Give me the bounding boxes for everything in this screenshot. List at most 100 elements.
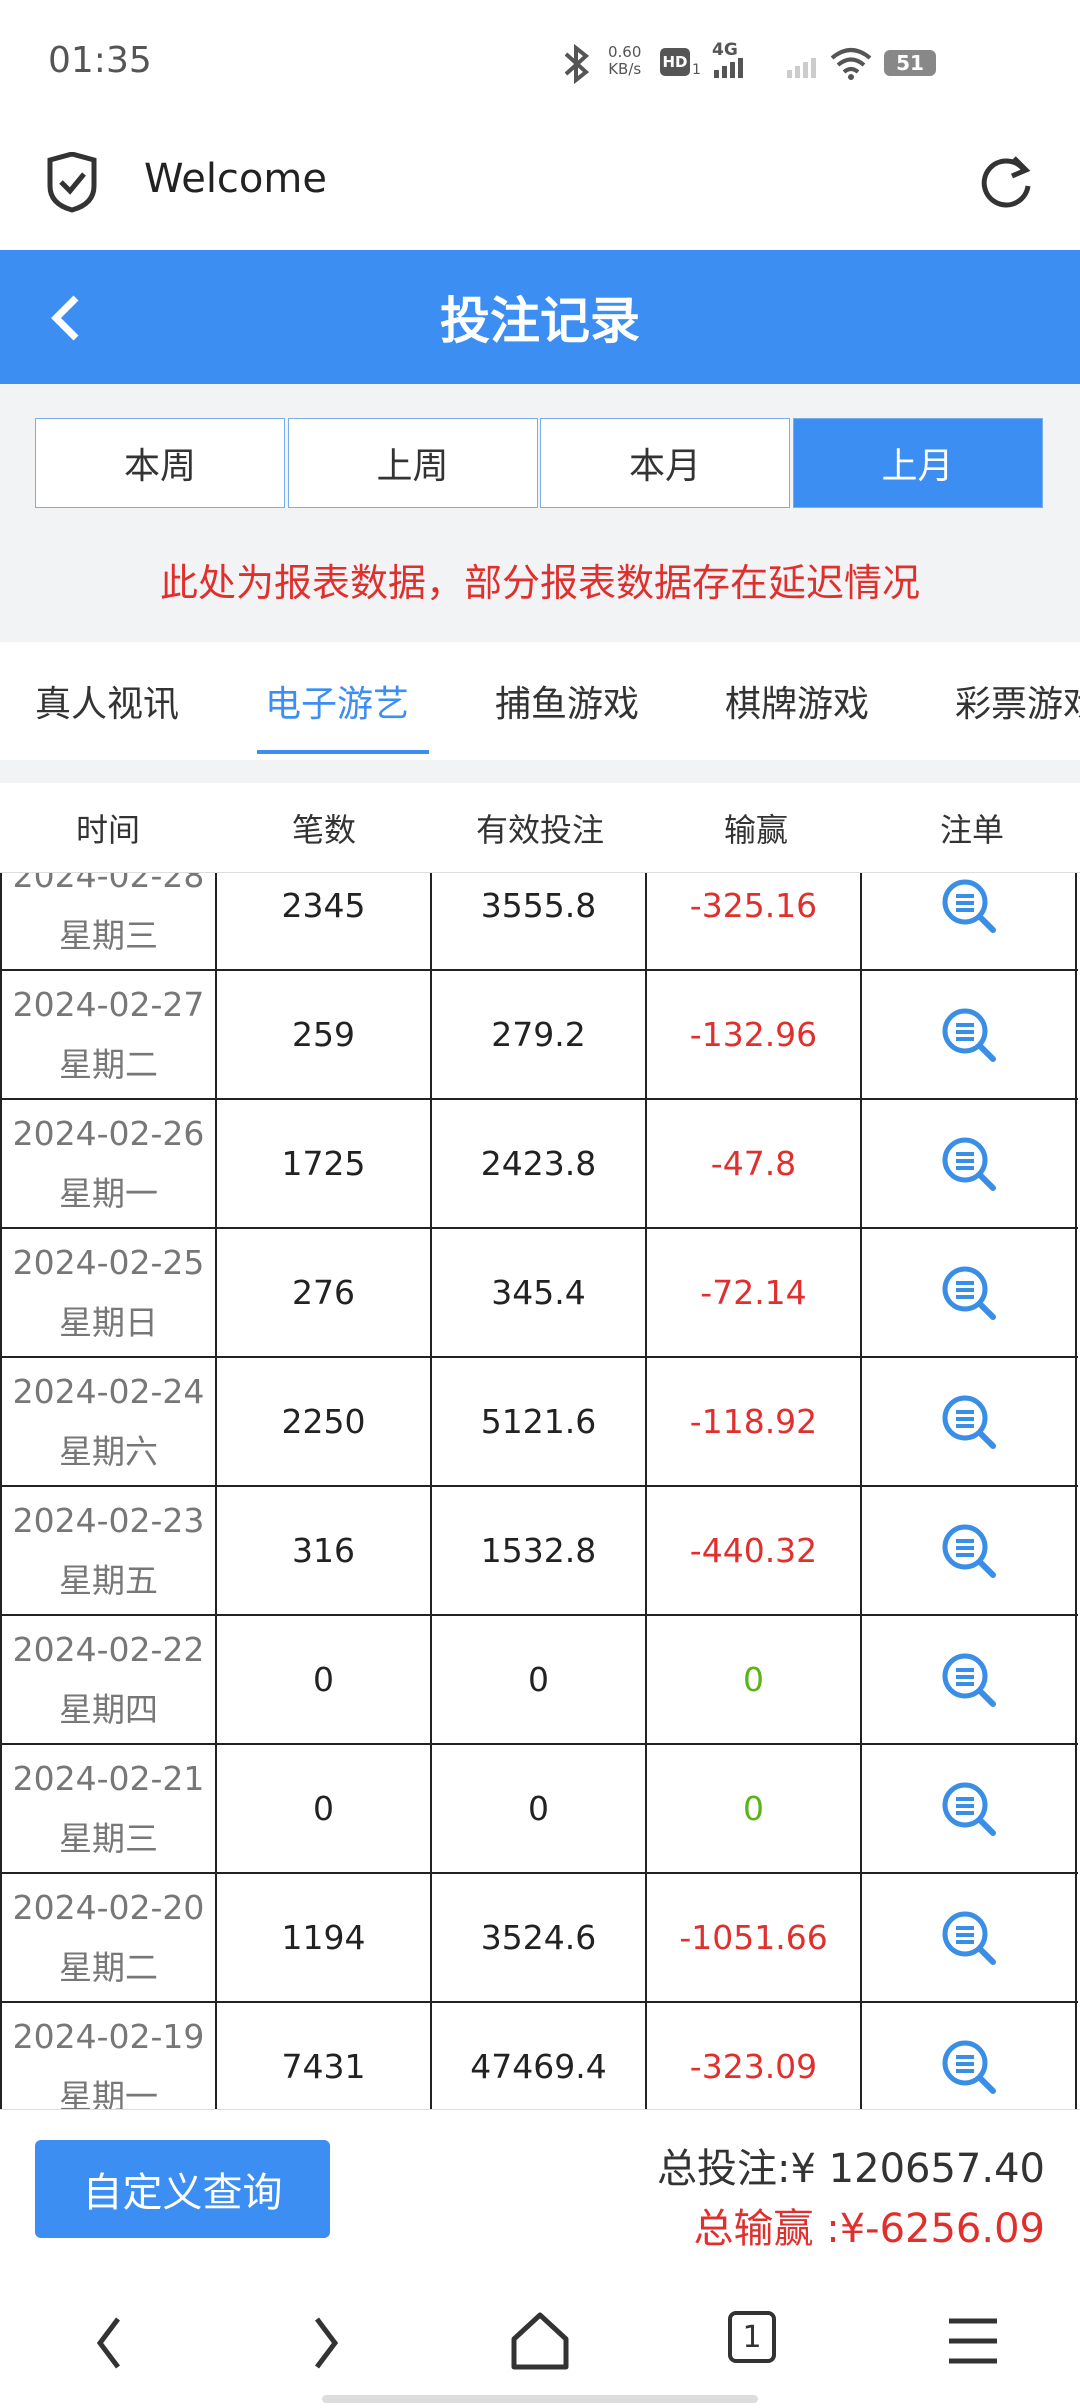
column-header: 时间 — [75, 810, 140, 849]
nav-home[interactable] — [508, 2309, 572, 2373]
valid-bet-cell: 345.4 — [432, 1229, 647, 1356]
date-cell: 2024-02-22 星期四 — [2, 1616, 217, 1743]
nav-tabs[interactable]: 1 — [728, 2311, 776, 2363]
table-row: 2024-02-25 星期日 276 345.4 -72.14 — [2, 1229, 1078, 1358]
detail-cell — [862, 1100, 1077, 1227]
table-row: 2024-02-20 星期二 1194 3524.6 -1051.66 — [2, 1874, 1078, 2003]
weekday: 星期四 — [59, 1689, 158, 1729]
reload-button[interactable] — [976, 152, 1036, 212]
win-loss-cell: -323.09 — [647, 2003, 862, 2109]
weekday: 星期三 — [59, 915, 158, 955]
date: 2024-02-23 — [12, 1500, 205, 1540]
status-hd: HD — [660, 48, 690, 76]
status-network: 4G — [712, 40, 738, 60]
category-tab[interactable]: 彩票游戏 — [955, 684, 1080, 725]
status-time: 01:35 — [48, 40, 152, 81]
weekday: 星期二 — [59, 1044, 158, 1084]
back-button[interactable] — [46, 294, 86, 344]
detail-cell — [862, 1487, 1077, 1614]
nav-bar: 1 — [0, 2273, 1080, 2408]
detail-icon[interactable] — [939, 2037, 999, 2097]
gesture-bar — [322, 2395, 758, 2403]
category-tab[interactable]: 真人视讯 — [35, 684, 180, 725]
date-cell: 2024-02-20 星期二 — [2, 1874, 217, 2001]
detail-cell — [862, 1874, 1077, 2001]
detail-icon[interactable] — [939, 1650, 999, 1710]
date: 2024-02-28 — [12, 873, 205, 895]
header-title: 投注记录 — [440, 292, 640, 350]
table-row: 2024-02-27 星期二 259 279.2 -132.96 — [2, 971, 1078, 1100]
date-cell: 2024-02-27 星期二 — [2, 971, 217, 1098]
detail-icon[interactable] — [939, 1263, 999, 1323]
date-cell: 2024-02-21 星期三 — [2, 1745, 217, 1872]
category-tab[interactable]: 棋牌游戏 — [725, 684, 870, 725]
category-tab[interactable]: 电子游艺 — [265, 684, 410, 725]
win-loss-cell: 0 — [647, 1616, 862, 1743]
table-header: 时间 笔数 有效投注 输赢 注单 — [0, 783, 1080, 873]
count-cell: 2345 — [217, 873, 432, 969]
win-loss-cell: -132.96 — [647, 971, 862, 1098]
date-cell: 2024-02-24 星期六 — [2, 1358, 217, 1485]
detail-icon[interactable] — [939, 1392, 999, 1452]
count-cell: 7431 — [217, 2003, 432, 2109]
detail-icon[interactable] — [939, 1521, 999, 1581]
table-row: 2024-02-21 星期三 0 0 0 — [2, 1745, 1078, 1874]
detail-icon[interactable] — [939, 1134, 999, 1194]
column-header: 笔数 — [291, 810, 356, 849]
category-tab[interactable]: 捕鱼游戏 — [495, 684, 640, 725]
column-header: 输赢 — [723, 810, 788, 849]
footer: 自定义查询 总投注:¥ 120657.40 总输赢 :¥-6256.09 — [0, 2109, 1080, 2273]
valid-bet-cell: 2423.8 — [432, 1100, 647, 1227]
nav-menu[interactable] — [945, 2313, 1001, 2369]
table-row: 2024-02-19 星期一 7431 47469.4 -323.09 — [2, 2003, 1078, 2109]
valid-bet-cell: 0 — [432, 1616, 647, 1743]
nav-forward[interactable] — [305, 2313, 345, 2373]
status-speed: 0.60 — [608, 43, 642, 61]
wifi-icon — [830, 48, 872, 80]
date: 2024-02-20 — [12, 1887, 205, 1927]
status-speed-unit: KB/s — [608, 60, 642, 78]
count-cell: 1725 — [217, 1100, 432, 1227]
detail-icon[interactable] — [939, 1005, 999, 1065]
detail-icon[interactable] — [939, 1908, 999, 1968]
date: 2024-02-22 — [12, 1629, 205, 1669]
bluetooth-icon — [564, 44, 590, 84]
date-cell: 2024-02-26 星期一 — [2, 1100, 217, 1227]
valid-bet-cell: 279.2 — [432, 971, 647, 1098]
date-cell: 2024-02-19 星期一 — [2, 2003, 217, 2109]
valid-bet-cell: 3524.6 — [432, 1874, 647, 2001]
detail-cell — [862, 1745, 1077, 1872]
date-cell: 2024-02-28 星期三 — [2, 873, 217, 969]
period-tab[interactable]: 上周 — [287, 418, 538, 508]
page-header: 投注记录 — [0, 250, 1080, 384]
table-row: 2024-02-23 星期五 316 1532.8 -440.32 — [2, 1487, 1078, 1616]
total-win: 总输赢 :¥-6256.09 — [693, 2206, 1045, 2252]
date: 2024-02-21 — [12, 1758, 205, 1798]
count-cell: 1194 — [217, 1874, 432, 2001]
detail-cell — [862, 1616, 1077, 1743]
nav-back[interactable] — [90, 2313, 130, 2373]
date-cell: 2024-02-23 星期五 — [2, 1487, 217, 1614]
column-header: 注单 — [939, 810, 1004, 849]
weekday: 星期五 — [59, 1560, 158, 1600]
valid-bet-cell: 1532.8 — [432, 1487, 647, 1614]
detail-icon[interactable] — [939, 1779, 999, 1839]
weekday: 星期二 — [59, 1947, 158, 1987]
browser-bar: Welcome — [0, 126, 1080, 250]
valid-bet-cell: 47469.4 — [432, 2003, 647, 2109]
date: 2024-02-25 — [12, 1242, 205, 1282]
period-tab[interactable]: 上月 — [792, 418, 1043, 508]
detail-icon[interactable] — [939, 876, 999, 936]
date: 2024-02-26 — [12, 1113, 205, 1153]
category-tabs: 真人视讯 电子游艺 捕鱼游戏 棋牌游戏 彩票游戏 — [0, 642, 1080, 760]
table-rows: 2024-02-28 星期三 2345 3555.8 -325.16 2024-02-27… — [0, 873, 1078, 2109]
detail-cell — [862, 1229, 1077, 1356]
table-row: 2024-02-22 星期四 0 0 0 — [2, 1616, 1078, 1745]
status-battery: 51 — [884, 50, 936, 76]
date: 2024-02-27 — [12, 984, 205, 1024]
period-tab[interactable]: 本月 — [540, 418, 790, 508]
valid-bet-cell: 3555.8 — [432, 873, 647, 969]
custom-query-button[interactable]: 自定义查询 — [35, 2140, 330, 2238]
period-tab[interactable]: 本周 — [35, 418, 285, 508]
